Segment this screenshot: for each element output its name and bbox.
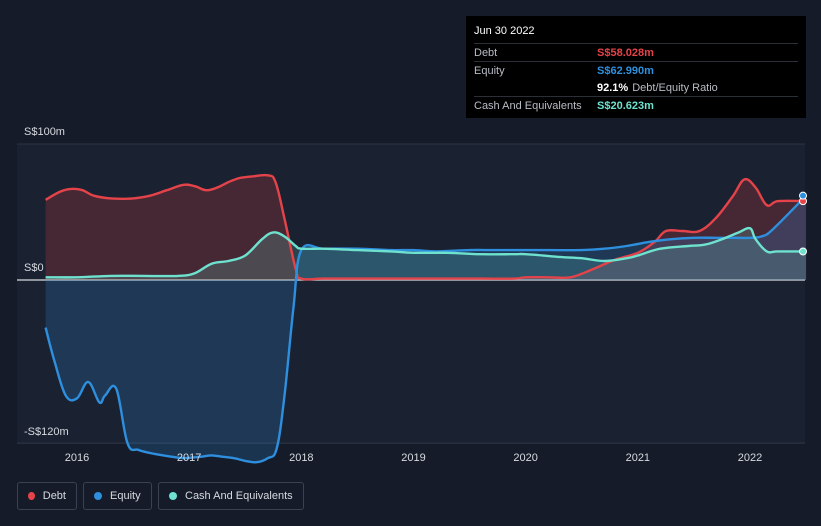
tooltip-ratio-value: 92.1%: [597, 81, 629, 94]
legend-item-equity[interactable]: Equity: [83, 482, 152, 510]
debt-dot-icon: [28, 492, 35, 500]
tooltip-debt-label: Debt: [474, 46, 498, 59]
debt-line: [44, 173, 807, 281]
equity-dot-icon: [94, 492, 102, 500]
plot-background: [17, 144, 805, 443]
x-tick-label: 2021: [626, 452, 650, 464]
y-axis-labels: S$100m S$0 -S$120m: [24, 126, 69, 438]
x-tick-label: 2020: [513, 452, 537, 464]
x-axis-labels: 2016 2017 2018 2019 2020 2021 2022: [65, 452, 762, 464]
tooltip-panel: Jun 30 2022 Debt S$58.028m Equity S$62.9…: [466, 16, 806, 118]
tooltip-row-cash: Cash And Equivalents S$20.623m: [474, 96, 798, 114]
legend-label-debt: Debt: [42, 490, 66, 502]
y-tick-label: S$0: [24, 262, 44, 274]
legend-item-debt[interactable]: Debt: [17, 482, 77, 510]
x-tick-label: 2017: [177, 452, 201, 464]
tooltip-row-ratio: 92.1% Debt/Equity Ratio: [474, 79, 798, 96]
equity-area: [45, 195, 807, 463]
legend-item-cash[interactable]: Cash And Equivalents: [158, 482, 304, 510]
tooltip-date: Jun 30 2022: [474, 25, 535, 37]
x-tick-label: 2018: [289, 452, 313, 464]
cash-dot-icon: [169, 492, 177, 500]
legend-label-equity: Equity: [110, 490, 141, 502]
tooltip-equity-label: Equity: [474, 64, 505, 77]
y-tick-label: S$100m: [24, 126, 65, 138]
x-tick-label: 2016: [65, 452, 89, 464]
tooltip-row-equity: Equity S$62.990m: [474, 61, 798, 79]
chart-lines: [44, 173, 807, 464]
tooltip-ratio-label: Debt/Equity Ratio: [632, 81, 718, 94]
cash-and-equivalents-end-marker: [799, 247, 807, 256]
equity-line: [44, 194, 807, 464]
tooltip-debt-value: S$58.028m: [597, 46, 654, 59]
series-end-markers: [799, 191, 807, 256]
tooltip-row-debt: Debt S$58.028m: [474, 43, 798, 61]
tooltip-ratio-line: 92.1% Debt/Equity Ratio: [597, 82, 718, 94]
tooltip-equity-value: S$62.990m: [597, 64, 654, 77]
cash-and-equivalents-line: [45, 226, 807, 279]
legend-label-cash: Cash And Equivalents: [185, 490, 293, 502]
x-tick-label: 2019: [401, 452, 425, 464]
tooltip-cash-label: Cash And Equivalents: [474, 99, 582, 112]
y-tick-label: -S$120m: [24, 426, 69, 438]
tooltip-cash-value: S$20.623m: [597, 99, 654, 112]
chart-grid: [17, 143, 805, 444]
debt-area: [45, 175, 807, 280]
x-tick-label: 2022: [738, 452, 762, 464]
equity-end-marker: [799, 191, 807, 200]
